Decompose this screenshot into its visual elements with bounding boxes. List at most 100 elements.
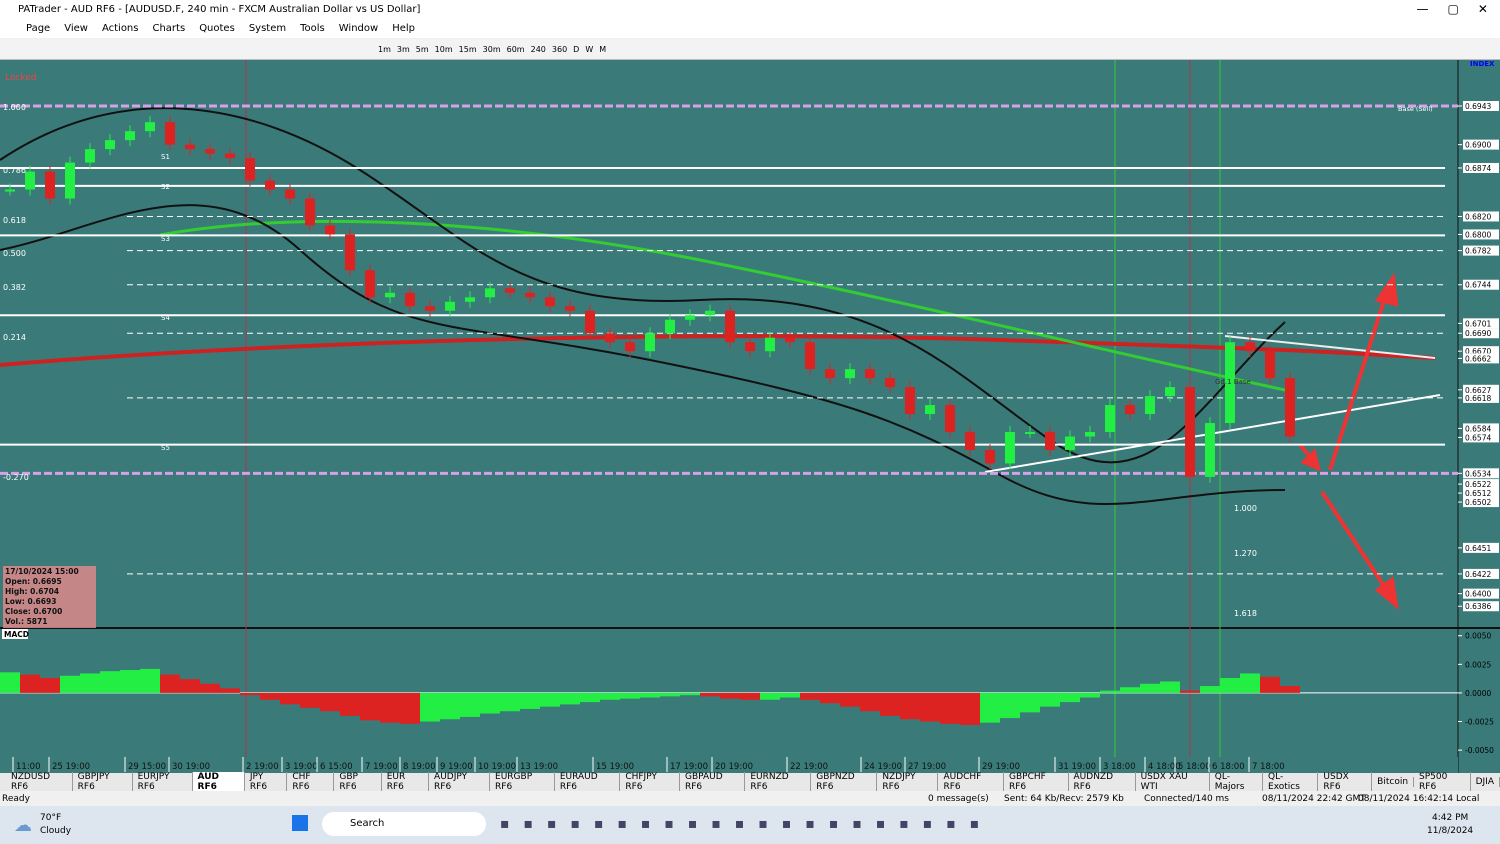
timeframe-button[interactable]: 10m <box>434 44 453 54</box>
candle <box>845 369 855 379</box>
symbol-tab[interactable]: USDX RF6 <box>1318 772 1373 792</box>
symbol-tab[interactable]: GBPJPY RF6 <box>73 772 133 792</box>
candle <box>385 292 395 298</box>
menu-item[interactable]: Actions <box>101 22 139 34</box>
menu-item[interactable]: Tools <box>300 22 325 34</box>
macd-bar <box>800 692 820 700</box>
macd-bar <box>740 692 760 700</box>
status-traffic: Sent: 64 Kb/Recv: 2579 Kb <box>1004 793 1124 804</box>
macd-bar <box>340 692 360 716</box>
taskbar-apps[interactable]: ▪▪▪▪▪▪▪▪▪▪▪▪▪▪▪▪▪▪▪▪▪ <box>500 816 994 832</box>
timeframe-button[interactable]: 1m <box>378 44 391 54</box>
symbol-tab[interactable]: NZDUSD RF6 <box>6 772 73 792</box>
symbol-tab[interactable]: CHFJPY RF6 <box>620 772 680 792</box>
y-tick-label: 0.6386 <box>1465 602 1491 611</box>
menu-item[interactable]: System <box>248 22 287 34</box>
macd-bar <box>220 688 240 693</box>
macd-bar <box>780 692 800 698</box>
menu-item[interactable]: Window <box>338 22 379 34</box>
fib-label: -0.270 <box>3 473 29 482</box>
fib-label: 1.000 <box>3 103 26 112</box>
symbol-tab[interactable]: JPY RF6 <box>245 772 288 792</box>
y-tick-label: 0.6584 <box>1465 424 1491 433</box>
symbol-tab[interactable]: EURJPY RF6 <box>133 772 193 792</box>
timeframe-button[interactable]: 30m <box>482 44 501 54</box>
menu-item[interactable]: Help <box>392 22 415 34</box>
candle <box>465 297 475 302</box>
symbol-tab[interactable]: QL-Majors <box>1210 772 1264 792</box>
symbol-tab[interactable]: USDX XAU WTI <box>1136 772 1210 792</box>
symbol-tab[interactable]: GBPAUD RF6 <box>680 772 746 792</box>
symbol-tab[interactable]: SP500 RF6 <box>1414 772 1471 792</box>
macd-bar <box>180 679 200 693</box>
symbol-tab[interactable]: NZDJPY RF6 <box>877 772 939 792</box>
start-button[interactable] <box>292 815 308 831</box>
symbol-tab[interactable]: GBPNZD RF6 <box>811 772 878 792</box>
macd-bar <box>700 692 720 697</box>
symbol-tab[interactable]: EURNZD RF6 <box>745 772 812 792</box>
y-tick-label: 0.6874 <box>1465 164 1491 173</box>
symbol-tab[interactable]: AUDCHF RF6 <box>938 772 1004 792</box>
symbol-tab[interactable]: AUD RF6 <box>192 772 245 792</box>
candle <box>165 122 175 145</box>
timeframe-button[interactable]: 360 <box>551 44 568 54</box>
time-label: 25 19:00 <box>52 762 90 772</box>
fib-label: 1.618 <box>1234 609 1257 618</box>
y-tick-box <box>1463 497 1499 508</box>
macd-bar <box>520 692 540 709</box>
y-tick-label: 0.0000 <box>1465 689 1491 698</box>
window-controls[interactable]: — ▢ ✕ <box>1416 2 1488 16</box>
time-label: 30 19:00 <box>172 762 210 772</box>
candle <box>705 310 715 316</box>
y-tick-box <box>1463 211 1499 222</box>
symbol-tab[interactable]: QL-Exotics <box>1263 772 1319 792</box>
y-tick-label: 0.6512 <box>1465 489 1491 498</box>
index-label: INDEX <box>1470 60 1495 68</box>
timeframe-button[interactable]: 60m <box>506 44 525 54</box>
y-tick-box <box>1463 328 1499 339</box>
y-tick-box <box>1463 588 1499 599</box>
macd-bar <box>1200 686 1220 693</box>
candle <box>785 337 795 343</box>
symbol-tab[interactable]: EURGBP RF6 <box>490 772 555 792</box>
menu-item[interactable]: Quotes <box>199 22 235 34</box>
symbol-tab[interactable]: CHF RF6 <box>287 772 335 792</box>
search-box[interactable]: Search <box>322 812 486 836</box>
symbol-tab[interactable]: EURAUD RF6 <box>555 772 621 792</box>
timeframe-button[interactable]: D <box>573 44 580 54</box>
menu-item[interactable]: View <box>64 22 88 34</box>
candle <box>1065 436 1075 450</box>
y-tick-box <box>1463 318 1499 329</box>
symbol-tab[interactable]: GBPCHF RF6 <box>1004 772 1069 792</box>
menu-item[interactable]: Page <box>26 22 51 34</box>
timeframe-button[interactable]: 15m <box>458 44 477 54</box>
y-tick-box <box>1463 245 1499 256</box>
pivot-label: S2 <box>161 183 170 191</box>
symbol-tab[interactable]: DJIA <box>1471 777 1500 787</box>
candle <box>265 180 275 190</box>
fib-label: 0.786 <box>3 166 26 175</box>
candle <box>1165 387 1175 397</box>
candle <box>445 301 455 311</box>
candle <box>945 405 955 433</box>
symbol-tab[interactable]: EUR RF6 <box>382 772 430 792</box>
symbol-tab[interactable]: GBP RF6 <box>334 772 382 792</box>
symbol-tab[interactable]: Bitcoin <box>1372 777 1415 787</box>
timeframe-button[interactable]: 3m <box>396 44 410 54</box>
timeframe-button[interactable]: W <box>585 44 594 54</box>
menu-item[interactable]: Charts <box>152 22 186 34</box>
weather-temp: 70°F <box>40 813 62 823</box>
timeframe-button[interactable]: 5m <box>415 44 429 54</box>
timeframe-button[interactable]: 240 <box>530 44 546 54</box>
macd-bar <box>1280 686 1300 693</box>
candle <box>65 162 75 199</box>
timeframe-button[interactable]: M <box>599 44 607 54</box>
candle <box>345 234 355 271</box>
macd-bar <box>540 692 560 707</box>
symbol-tab[interactable]: AUDNZD RF6 <box>1069 772 1136 792</box>
macd-bar <box>960 692 980 725</box>
y-tick-label: 0.6943 <box>1465 102 1491 111</box>
symbol-tab[interactable]: AUDJPY RF6 <box>429 772 491 792</box>
info-line: Vol.: 5871 <box>5 617 47 626</box>
macd-bar <box>60 675 80 693</box>
